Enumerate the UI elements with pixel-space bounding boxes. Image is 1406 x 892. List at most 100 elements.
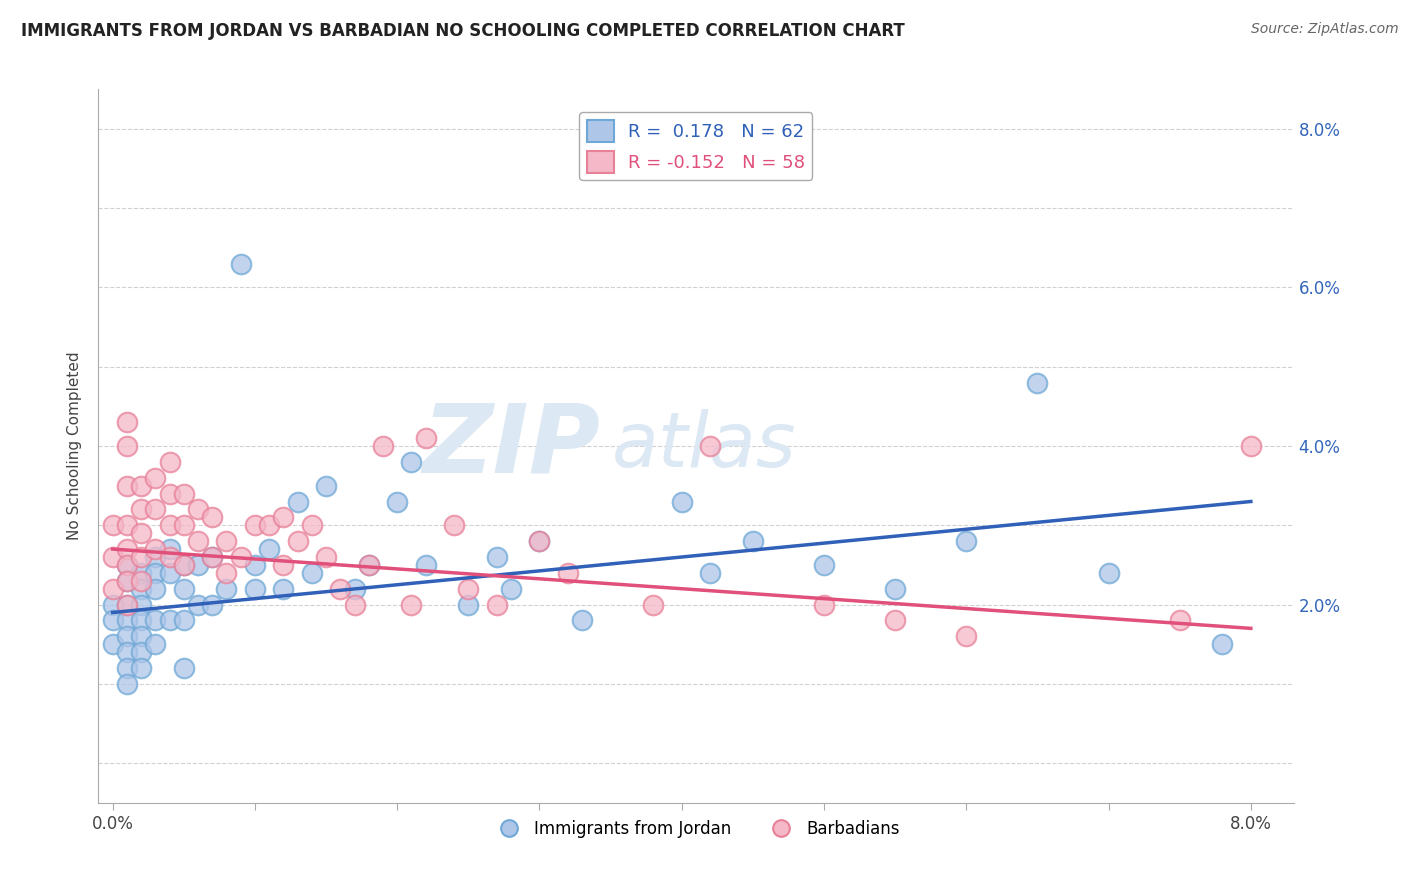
Point bbox=[129, 614, 152, 628]
Point bbox=[115, 558, 138, 572]
Point bbox=[187, 558, 209, 572]
Point bbox=[173, 582, 195, 596]
Point bbox=[173, 518, 195, 533]
Point bbox=[357, 558, 380, 572]
Point bbox=[201, 549, 224, 564]
Point bbox=[315, 549, 337, 564]
Point bbox=[884, 614, 907, 628]
Point bbox=[115, 415, 138, 429]
Text: Source: ZipAtlas.com: Source: ZipAtlas.com bbox=[1251, 22, 1399, 37]
Point bbox=[115, 629, 138, 643]
Point bbox=[257, 542, 280, 557]
Point bbox=[143, 637, 166, 651]
Point bbox=[243, 518, 266, 533]
Point bbox=[415, 431, 437, 445]
Point bbox=[101, 549, 124, 564]
Point bbox=[443, 518, 465, 533]
Point bbox=[357, 558, 380, 572]
Point bbox=[315, 478, 337, 492]
Point bbox=[101, 614, 124, 628]
Point bbox=[143, 471, 166, 485]
Point bbox=[187, 502, 209, 516]
Point bbox=[115, 478, 138, 492]
Point bbox=[115, 598, 138, 612]
Point bbox=[229, 257, 252, 271]
Point bbox=[201, 598, 224, 612]
Point bbox=[159, 566, 181, 580]
Point bbox=[173, 614, 195, 628]
Point bbox=[159, 542, 181, 557]
Point bbox=[201, 549, 224, 564]
Point bbox=[129, 645, 152, 659]
Point bbox=[115, 677, 138, 691]
Point bbox=[485, 549, 508, 564]
Point bbox=[273, 558, 295, 572]
Point bbox=[143, 566, 166, 580]
Point bbox=[1168, 614, 1191, 628]
Point bbox=[129, 574, 152, 588]
Legend: Immigrants from Jordan, Barbadians: Immigrants from Jordan, Barbadians bbox=[485, 814, 907, 845]
Point bbox=[129, 478, 152, 492]
Point bbox=[173, 661, 195, 675]
Point bbox=[101, 598, 124, 612]
Point bbox=[201, 510, 224, 524]
Point bbox=[129, 566, 152, 580]
Point bbox=[557, 566, 579, 580]
Point bbox=[129, 502, 152, 516]
Point bbox=[115, 542, 138, 557]
Point bbox=[215, 582, 238, 596]
Point bbox=[273, 510, 295, 524]
Point bbox=[671, 494, 693, 508]
Point bbox=[101, 637, 124, 651]
Point bbox=[159, 486, 181, 500]
Point bbox=[143, 549, 166, 564]
Point bbox=[115, 614, 138, 628]
Point bbox=[101, 518, 124, 533]
Point bbox=[287, 534, 309, 549]
Point bbox=[884, 582, 907, 596]
Point bbox=[143, 502, 166, 516]
Point bbox=[401, 598, 423, 612]
Point bbox=[143, 582, 166, 596]
Point bbox=[159, 549, 181, 564]
Point bbox=[257, 518, 280, 533]
Point bbox=[301, 566, 323, 580]
Point bbox=[129, 598, 152, 612]
Point bbox=[129, 661, 152, 675]
Point bbox=[273, 582, 295, 596]
Point bbox=[187, 534, 209, 549]
Point bbox=[115, 598, 138, 612]
Point bbox=[115, 439, 138, 453]
Point bbox=[115, 574, 138, 588]
Point bbox=[115, 574, 138, 588]
Point bbox=[485, 598, 508, 612]
Point bbox=[343, 598, 366, 612]
Point bbox=[115, 518, 138, 533]
Point bbox=[699, 566, 721, 580]
Text: ZIP: ZIP bbox=[422, 400, 600, 492]
Point bbox=[115, 661, 138, 675]
Point bbox=[229, 549, 252, 564]
Point bbox=[115, 645, 138, 659]
Point bbox=[401, 455, 423, 469]
Point bbox=[371, 439, 394, 453]
Point bbox=[173, 486, 195, 500]
Point bbox=[173, 558, 195, 572]
Point bbox=[301, 518, 323, 533]
Point bbox=[343, 582, 366, 596]
Point bbox=[813, 558, 835, 572]
Point bbox=[813, 598, 835, 612]
Point bbox=[243, 582, 266, 596]
Point bbox=[243, 558, 266, 572]
Point bbox=[1211, 637, 1233, 651]
Point bbox=[129, 526, 152, 541]
Point bbox=[173, 558, 195, 572]
Point bbox=[499, 582, 522, 596]
Point bbox=[215, 534, 238, 549]
Point bbox=[129, 549, 152, 564]
Point bbox=[955, 534, 977, 549]
Point bbox=[159, 614, 181, 628]
Point bbox=[529, 534, 551, 549]
Point bbox=[571, 614, 593, 628]
Point bbox=[955, 629, 977, 643]
